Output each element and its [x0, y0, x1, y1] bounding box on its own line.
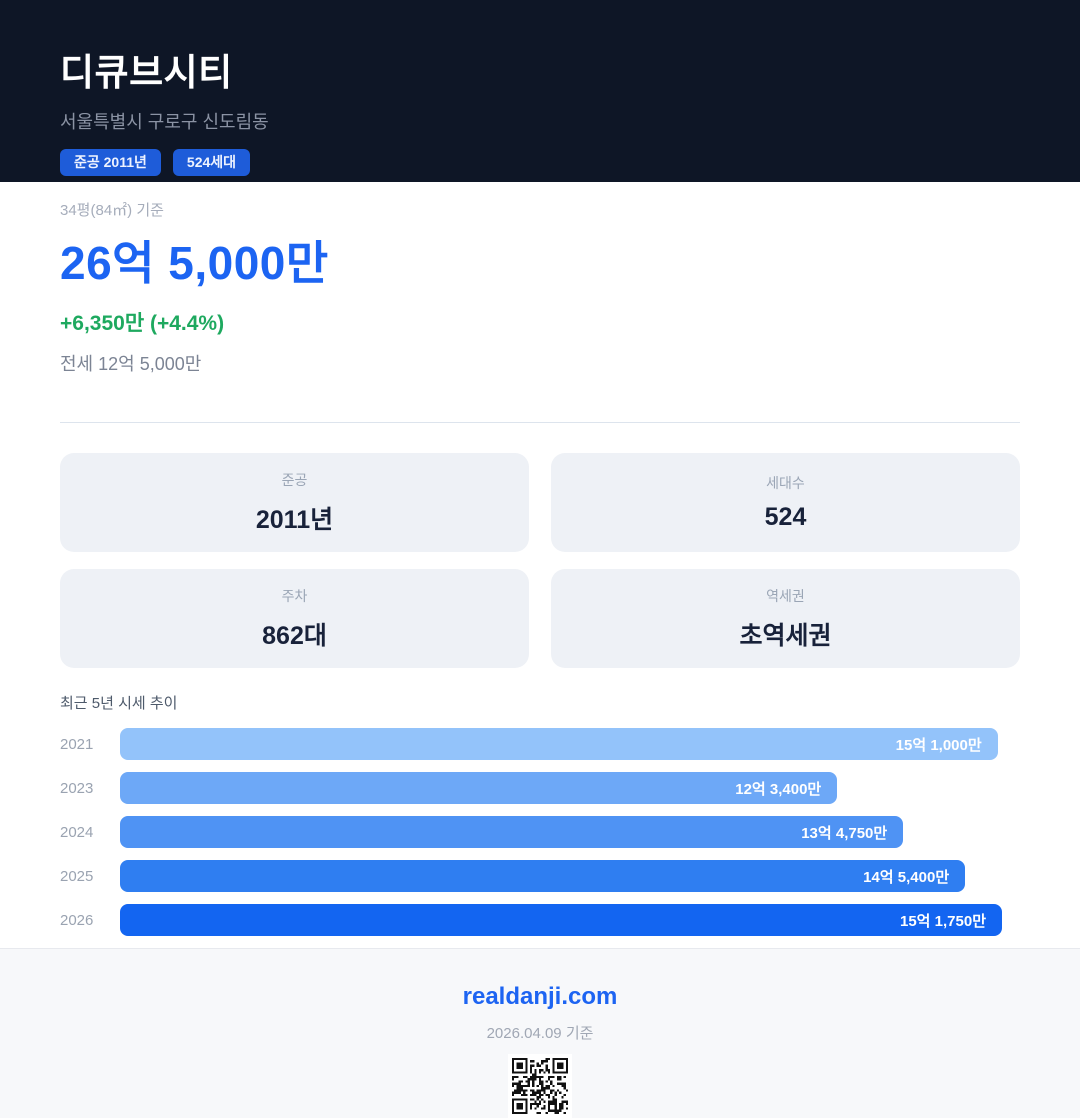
chart-bar: 15억 1,750만 — [120, 904, 1002, 936]
jeonse-price: 전세 12억 5,000만 — [60, 354, 202, 374]
card-value: 862대 — [262, 621, 327, 650]
main-content: 34평(84㎡) 기준 26억 5,000만 +6,350만 (+4.4%) 전… — [0, 182, 1080, 936]
price-basis-label: 34평(84㎡) 기준 — [60, 202, 164, 219]
chart-bar: 15억 1,000만 — [120, 728, 998, 760]
chart-year-label: 2023 — [60, 779, 94, 797]
address-subtitle: 서울특별시 구로구 신도림동 — [60, 112, 269, 132]
reference-date: 2026.04.09 기준 — [486, 1025, 594, 1042]
section-divider — [60, 422, 1020, 423]
site-link[interactable]: realdanji.com — [462, 983, 618, 1010]
card-label: 세대수 — [766, 475, 805, 491]
qr-code-image — [512, 1058, 568, 1114]
chart-year-label: 2026 — [60, 911, 94, 929]
card-value: 2011년 — [255, 505, 334, 534]
chart-row-2026: 2026 15억 1,750만 — [60, 904, 1020, 936]
chart-row-2024: 2024 13억 4,750만 — [60, 816, 1020, 848]
chart-bar: 13억 4,750만 — [120, 816, 904, 848]
chart-row-2023: 2023 12억 3,400만 — [60, 772, 1020, 804]
badge-household-count: 524세대 — [172, 149, 251, 176]
footer: realdanji.com 2026.04.09 기준 — [0, 948, 1080, 1118]
card-label: 주차 — [281, 587, 308, 604]
chart-row-2021: 2021 15억 1,000만 — [60, 728, 1020, 760]
chart-bar: 12억 3,400만 — [120, 772, 838, 804]
chart-track: 15억 1,000만 — [120, 728, 1002, 760]
page-title: 디큐브시티 — [60, 52, 233, 93]
chart-track: 13억 4,750만 — [120, 816, 1002, 848]
chart-track: 12억 3,400만 — [120, 772, 1002, 804]
chart-row-2025: 2025 14억 5,400만 — [60, 860, 1020, 892]
current-price: 26억 5,000만 — [60, 237, 329, 289]
chart-bar: 14억 5,400만 — [120, 860, 966, 892]
chart-year-label: 2025 — [60, 867, 94, 885]
chart-title: 최근 5년 시세 추이 — [60, 695, 178, 712]
chart-track: 14억 5,400만 — [120, 860, 1002, 892]
card-label: 역세권 — [766, 587, 805, 604]
badge-completion-year: 준공 2011년 — [60, 149, 161, 176]
card-value: 초역세권 — [739, 621, 832, 650]
chart-track: 15억 1,750만 — [120, 904, 1002, 936]
chart-rows: 2021 15억 1,000만 2023 12억 3,400만 2024 13억… — [60, 728, 1020, 936]
chart-year-label: 2021 — [60, 735, 94, 753]
chart-year-label: 2024 — [60, 823, 94, 841]
price-change: +6,350만 (+4.4%) — [60, 312, 225, 335]
info-card-grid: 준공 2011년 세대수 524 주차 862대 역세권 초역세권 — [60, 453, 1020, 668]
header: 디큐브시티 서울특별시 구로구 신도림동 준공 2011년 524세대 — [0, 0, 1080, 182]
info-card-station: 역세권 초역세권 — [551, 569, 1020, 668]
info-card-households: 세대수 524 — [551, 453, 1020, 552]
info-card-parking: 주차 862대 — [60, 569, 529, 668]
price-trend-chart: 최근 5년 시세 추이 2021 15억 1,000만 2023 12억 3,4… — [60, 692, 1020, 936]
badge-row: 준공 2011년 524세대 — [60, 149, 1020, 176]
card-value: 524 — [764, 503, 807, 531]
card-label: 준공 — [281, 471, 308, 488]
info-card-completion: 준공 2011년 — [60, 453, 529, 552]
qr-code — [508, 1054, 572, 1118]
